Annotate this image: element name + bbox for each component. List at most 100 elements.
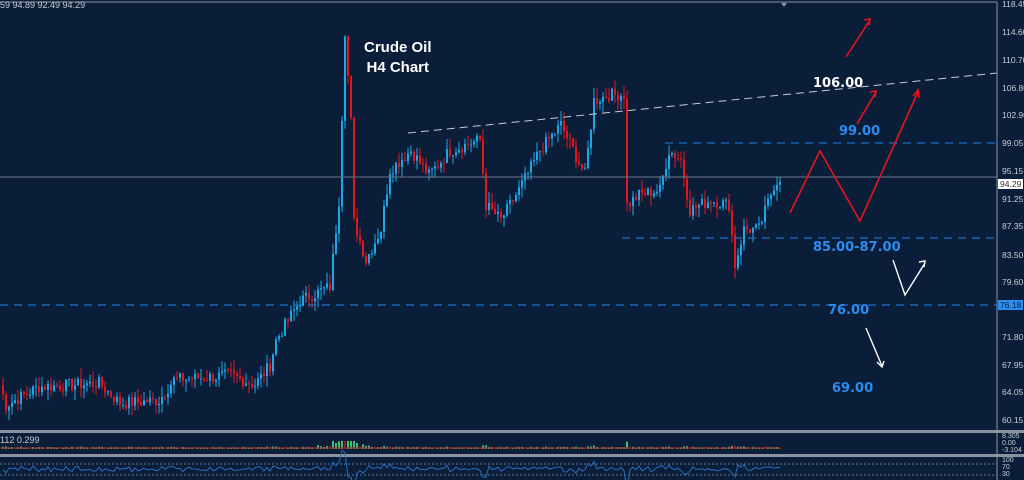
histogram-bar <box>593 445 595 449</box>
candle-body <box>125 404 127 409</box>
price-tick: 118.45 <box>1002 0 1024 9</box>
candle-body <box>509 199 511 204</box>
candle-body <box>719 207 721 209</box>
candle-body <box>182 373 184 382</box>
candle-body <box>404 160 406 162</box>
candle-body <box>416 155 418 161</box>
candle-body <box>278 336 280 340</box>
candle-body <box>392 173 394 175</box>
candle-body <box>137 397 139 403</box>
histogram-bar <box>626 441 628 449</box>
candle-body <box>128 397 130 409</box>
candle-body <box>686 178 688 200</box>
ind1-tick: 8.305 <box>1002 433 1020 440</box>
candle-body <box>731 211 733 235</box>
candle-body <box>113 396 115 403</box>
candle-body <box>107 391 109 393</box>
candle-body <box>335 233 337 254</box>
candle-body <box>212 373 214 382</box>
candle-body <box>722 200 724 208</box>
candle-body <box>434 166 436 169</box>
candle-body <box>92 381 94 387</box>
candle-body <box>224 369 226 372</box>
ind1-tick: -3.104 <box>1002 447 1022 454</box>
candle-body <box>158 403 160 406</box>
candle-body <box>341 120 343 207</box>
candle-body <box>455 152 457 156</box>
candle-body <box>503 215 505 218</box>
candle-body <box>329 283 331 291</box>
candle-body <box>650 188 652 197</box>
candle-body <box>419 155 421 164</box>
candle-body <box>188 378 190 380</box>
candle-body <box>299 305 301 307</box>
candle-body <box>365 256 367 263</box>
candle-body <box>377 238 379 244</box>
chart-shift-marker <box>781 3 787 7</box>
candle-body <box>470 144 472 146</box>
candle-body <box>440 162 442 168</box>
candle-body <box>779 181 781 185</box>
candle-body <box>338 206 340 234</box>
label-69: 69.00 <box>832 381 874 396</box>
candle-body <box>35 386 37 388</box>
candle-body <box>314 298 316 302</box>
candle-body <box>620 96 622 101</box>
candle-body <box>179 373 181 378</box>
candle-body <box>248 383 250 385</box>
candle-body <box>704 199 706 208</box>
current-price-tag: 94.29 <box>998 179 1024 189</box>
candle-body <box>122 404 124 406</box>
candle-body <box>239 375 241 379</box>
candle-body <box>110 391 112 397</box>
candle-body <box>446 149 448 163</box>
candle-body <box>545 137 547 153</box>
histogram-bar <box>353 441 355 449</box>
candle-body <box>86 383 88 386</box>
candle-body <box>773 190 775 195</box>
candle-body <box>191 378 193 380</box>
price-tick: 106.80 <box>1002 83 1024 93</box>
histogram-bar <box>341 441 343 449</box>
price-tick: 60.15 <box>1002 415 1024 425</box>
price-tick: 87.35 <box>1002 221 1024 231</box>
candle-body <box>380 231 382 239</box>
candle-body <box>518 187 520 195</box>
candle-body <box>770 194 772 199</box>
candle-body <box>743 226 745 245</box>
candle-body <box>227 369 229 371</box>
candle-body <box>590 129 592 148</box>
histogram-bar <box>482 445 484 449</box>
candle-body <box>623 96 625 99</box>
candle-body <box>542 151 544 153</box>
candle-body <box>233 370 235 374</box>
candle-body <box>242 378 244 387</box>
candle-body <box>308 292 310 300</box>
candle-body <box>287 319 289 322</box>
label-76: 76.00 <box>828 303 870 318</box>
candle-body <box>230 370 232 372</box>
candle-body <box>68 378 70 380</box>
histogram-bar <box>344 441 346 449</box>
histogram-bar <box>338 441 340 449</box>
candle-body <box>263 373 265 377</box>
candle-body <box>389 174 391 195</box>
candle-body <box>200 378 202 380</box>
candle-body <box>257 378 259 387</box>
label-85-87: 85.00-87.00 <box>813 240 901 255</box>
candle-body <box>143 400 145 406</box>
candle-body <box>533 160 535 162</box>
price-tick: 114.60 <box>1002 27 1024 37</box>
indicator1-histogram <box>0 441 781 449</box>
candle-body <box>71 378 73 390</box>
histogram-bar <box>383 445 385 449</box>
candle-body <box>614 88 616 95</box>
trendline-resistance[interactable] <box>407 72 998 134</box>
histogram-bar <box>359 445 361 449</box>
candle-body <box>221 371 223 373</box>
candle-body <box>512 199 514 202</box>
candle-body <box>737 255 739 268</box>
candle-body <box>2 385 4 395</box>
candle-body <box>41 386 43 393</box>
